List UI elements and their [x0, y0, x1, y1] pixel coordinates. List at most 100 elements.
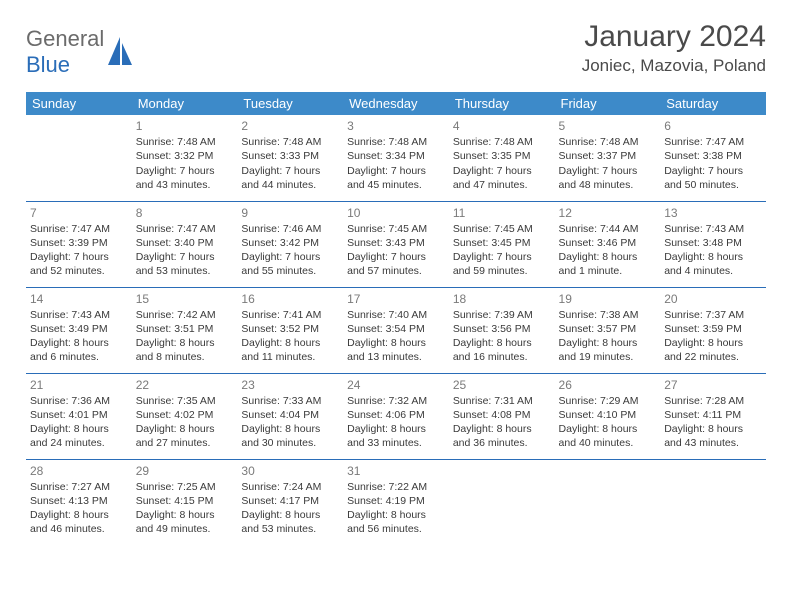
sunrise-text: Sunrise: 7:29 AM: [559, 394, 657, 408]
calendar-day-cell: 22Sunrise: 7:35 AMSunset: 4:02 PMDayligh…: [132, 373, 238, 459]
calendar-day-cell: [660, 459, 766, 545]
weekday-header: Monday: [132, 92, 238, 115]
sunset-text: Sunset: 3:54 PM: [347, 322, 445, 336]
calendar-day-cell: 23Sunrise: 7:33 AMSunset: 4:04 PMDayligh…: [237, 373, 343, 459]
calendar-day-cell: 27Sunrise: 7:28 AMSunset: 4:11 PMDayligh…: [660, 373, 766, 459]
calendar-day-cell: 14Sunrise: 7:43 AMSunset: 3:49 PMDayligh…: [26, 287, 132, 373]
daylight-text: Daylight: 7 hours and 44 minutes.: [241, 164, 339, 192]
daylight-text: Daylight: 8 hours and 36 minutes.: [453, 422, 551, 450]
calendar-day-cell: [555, 459, 661, 545]
daylight-text: Daylight: 8 hours and 1 minute.: [559, 250, 657, 278]
sunrise-text: Sunrise: 7:48 AM: [453, 135, 551, 149]
daylight-text: Daylight: 7 hours and 50 minutes.: [664, 164, 762, 192]
sunset-text: Sunset: 4:10 PM: [559, 408, 657, 422]
sunrise-text: Sunrise: 7:27 AM: [30, 480, 128, 494]
calendar-day-cell: 8Sunrise: 7:47 AMSunset: 3:40 PMDaylight…: [132, 201, 238, 287]
sunrise-text: Sunrise: 7:33 AM: [241, 394, 339, 408]
calendar-day-cell: 20Sunrise: 7:37 AMSunset: 3:59 PMDayligh…: [660, 287, 766, 373]
sunset-text: Sunset: 3:57 PM: [559, 322, 657, 336]
sunset-text: Sunset: 4:06 PM: [347, 408, 445, 422]
calendar-day-cell: [449, 459, 555, 545]
sunset-text: Sunset: 4:19 PM: [347, 494, 445, 508]
calendar-day-cell: 3Sunrise: 7:48 AMSunset: 3:34 PMDaylight…: [343, 115, 449, 201]
calendar-day-cell: 19Sunrise: 7:38 AMSunset: 3:57 PMDayligh…: [555, 287, 661, 373]
sunrise-text: Sunrise: 7:47 AM: [30, 222, 128, 236]
daylight-text: Daylight: 8 hours and 6 minutes.: [30, 336, 128, 364]
sunrise-text: Sunrise: 7:28 AM: [664, 394, 762, 408]
day-number: 15: [136, 291, 234, 307]
day-number: 27: [664, 377, 762, 393]
day-number: 24: [347, 377, 445, 393]
daylight-text: Daylight: 8 hours and 8 minutes.: [136, 336, 234, 364]
sunrise-text: Sunrise: 7:46 AM: [241, 222, 339, 236]
sunrise-text: Sunrise: 7:25 AM: [136, 480, 234, 494]
sunrise-text: Sunrise: 7:39 AM: [453, 308, 551, 322]
daylight-text: Daylight: 7 hours and 59 minutes.: [453, 250, 551, 278]
calendar-day-cell: 16Sunrise: 7:41 AMSunset: 3:52 PMDayligh…: [237, 287, 343, 373]
daylight-text: Daylight: 8 hours and 56 minutes.: [347, 508, 445, 536]
day-number: 26: [559, 377, 657, 393]
daylight-text: Daylight: 7 hours and 52 minutes.: [30, 250, 128, 278]
sunset-text: Sunset: 3:37 PM: [559, 149, 657, 163]
month-title: January 2024: [582, 20, 766, 54]
calendar-day-cell: 11Sunrise: 7:45 AMSunset: 3:45 PMDayligh…: [449, 201, 555, 287]
calendar-day-cell: 6Sunrise: 7:47 AMSunset: 3:38 PMDaylight…: [660, 115, 766, 201]
sunset-text: Sunset: 4:01 PM: [30, 408, 128, 422]
day-number: 30: [241, 463, 339, 479]
day-number: 12: [559, 205, 657, 221]
calendar-day-cell: 21Sunrise: 7:36 AMSunset: 4:01 PMDayligh…: [26, 373, 132, 459]
calendar-day-cell: 18Sunrise: 7:39 AMSunset: 3:56 PMDayligh…: [449, 287, 555, 373]
sunset-text: Sunset: 4:08 PM: [453, 408, 551, 422]
weekday-header: Friday: [555, 92, 661, 115]
weekday-header: Thursday: [449, 92, 555, 115]
calendar-week-row: 14Sunrise: 7:43 AMSunset: 3:49 PMDayligh…: [26, 287, 766, 373]
calendar-day-cell: 26Sunrise: 7:29 AMSunset: 4:10 PMDayligh…: [555, 373, 661, 459]
sunset-text: Sunset: 3:40 PM: [136, 236, 234, 250]
calendar-week-row: 7Sunrise: 7:47 AMSunset: 3:39 PMDaylight…: [26, 201, 766, 287]
logo-text-blue: Blue: [26, 52, 70, 77]
sunset-text: Sunset: 3:45 PM: [453, 236, 551, 250]
sunrise-text: Sunrise: 7:45 AM: [453, 222, 551, 236]
calendar-week-row: 1 Sunrise: 7:48 AM Sunset: 3:32 PM Daylight…: [26, 115, 766, 201]
day-number: 6: [664, 118, 762, 134]
day-number: 25: [453, 377, 551, 393]
sunrise-text: Sunrise: 7:48 AM: [347, 135, 445, 149]
daylight-text: Daylight: 8 hours and 22 minutes.: [664, 336, 762, 364]
daylight-text: Daylight: 8 hours and 24 minutes.: [30, 422, 128, 450]
day-number: 13: [664, 205, 762, 221]
calendar-day-cell: 28Sunrise: 7:27 AMSunset: 4:13 PMDayligh…: [26, 459, 132, 545]
sunrise-text: Sunrise: 7:45 AM: [347, 222, 445, 236]
sunset-text: Sunset: 3:38 PM: [664, 149, 762, 163]
location: Joniec, Mazovia, Poland: [582, 56, 766, 76]
sunset-text: Sunset: 3:46 PM: [559, 236, 657, 250]
day-number: 10: [347, 205, 445, 221]
daylight-text: Daylight: 7 hours and 55 minutes.: [241, 250, 339, 278]
daylight-text: Daylight: 7 hours and 53 minutes.: [136, 250, 234, 278]
header: General Blue January 2024 Joniec, Mazovi…: [26, 20, 766, 78]
sunrise-text: Sunrise: 7:43 AM: [664, 222, 762, 236]
sunset-text: Sunset: 3:34 PM: [347, 149, 445, 163]
daylight-text: Daylight: 8 hours and 4 minutes.: [664, 250, 762, 278]
day-number: 9: [241, 205, 339, 221]
calendar-table: SundayMondayTuesdayWednesdayThursdayFrid…: [26, 92, 766, 545]
day-number: 21: [30, 377, 128, 393]
sunset-text: Sunset: 3:56 PM: [453, 322, 551, 336]
day-number: 20: [664, 291, 762, 307]
sunrise-text: Sunrise: 7:38 AM: [559, 308, 657, 322]
daylight-text: Daylight: 8 hours and 46 minutes.: [30, 508, 128, 536]
sunrise-text: Sunrise: 7:41 AM: [241, 308, 339, 322]
day-number: 2: [241, 118, 339, 134]
day-number: 19: [559, 291, 657, 307]
logo-text-general: General: [26, 26, 104, 51]
daylight-text: Daylight: 8 hours and 19 minutes.: [559, 336, 657, 364]
daylight-text: Daylight: 8 hours and 40 minutes.: [559, 422, 657, 450]
sunrise-text: Sunrise: 7:37 AM: [664, 308, 762, 322]
daylight-text: Daylight: 8 hours and 33 minutes.: [347, 422, 445, 450]
sunset-text: Sunset: 3:35 PM: [453, 149, 551, 163]
sunset-text: Sunset: 3:49 PM: [30, 322, 128, 336]
day-number: 1: [136, 118, 234, 134]
calendar-day-cell: 25Sunrise: 7:31 AMSunset: 4:08 PMDayligh…: [449, 373, 555, 459]
sunset-text: Sunset: 3:32 PM: [136, 149, 234, 163]
calendar-day-cell: 1Sunrise: 7:48 AMSunset: 3:32 PMDaylight…: [132, 115, 238, 201]
daylight-text: Daylight: 8 hours and 11 minutes.: [241, 336, 339, 364]
